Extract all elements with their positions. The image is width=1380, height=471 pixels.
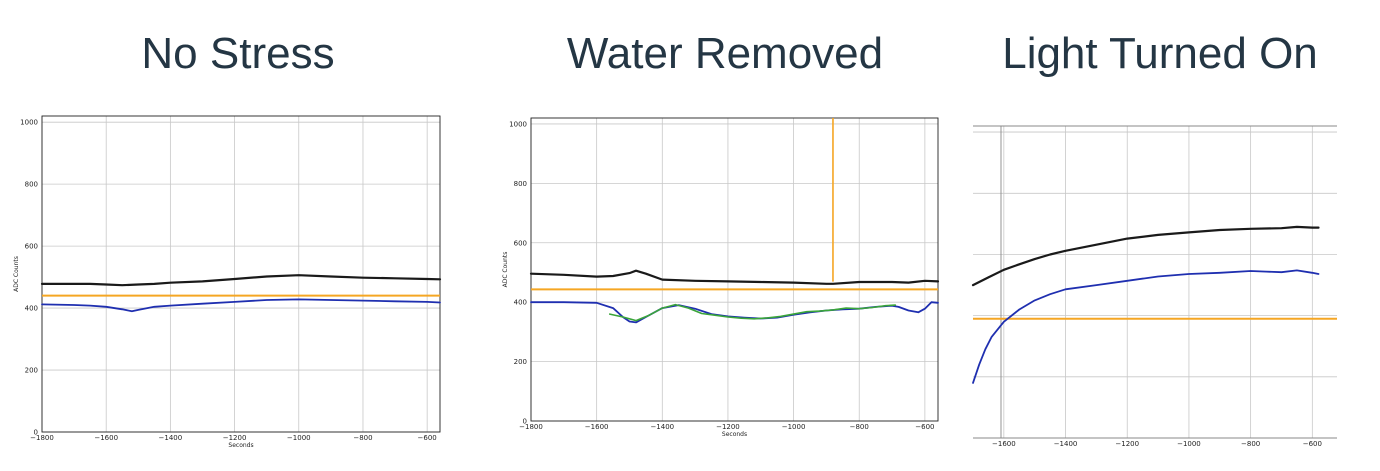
chart2-x-axis-label: Seconds	[722, 431, 747, 438]
chart-title-no-stress: No Stress	[141, 29, 335, 78]
chart1-x-tick-label: −1200	[223, 434, 247, 442]
chart1-x-tick-label: −600	[418, 434, 437, 442]
chart2-upper-signal-line	[529, 269, 940, 285]
chart1-x-tick-label: −1000	[287, 434, 311, 442]
chart2-x-tick-label: −800	[850, 423, 869, 431]
chart-title-light-turned-on: Light Turned On	[1002, 29, 1318, 78]
chart2-x-tick-label: −1600	[585, 423, 609, 431]
chart3-x-tick-label: −1000	[1177, 440, 1201, 448]
chart1-y-tick-label: 200	[25, 367, 38, 375]
chart2-noisy-signal-line	[609, 303, 897, 322]
chart1-y-tick-label: 400	[25, 305, 38, 313]
chart1-lower-signal-line	[41, 298, 441, 313]
chart2-x-tick-label: −1200	[716, 423, 740, 431]
chart1-y-tick-label: 600	[25, 243, 38, 251]
chart3-lower-signal-line	[972, 269, 1320, 384]
chart2-y-tick-label: 400	[514, 299, 527, 307]
chart1-y-tick-label: 800	[25, 181, 38, 189]
chart3-x-tick-label: −1600	[992, 440, 1016, 448]
chart1-x-tick-label: −1600	[94, 434, 118, 442]
chart1-x-tick-label: −1800	[30, 434, 54, 442]
chart1-y-tick-label: 0	[34, 429, 38, 437]
chart2-y-axis-label: ADC Counts	[502, 252, 509, 288]
chart1-y-axis-label: ADC Counts	[13, 256, 20, 292]
chart2-lower-signal-line	[530, 301, 939, 324]
chart3-x-tick-label: −800	[1241, 440, 1260, 448]
chart-title-water-removed: Water Removed	[566, 29, 884, 78]
chart2-x-tick-label: −1800	[519, 423, 543, 431]
chart1-frame	[41, 115, 441, 433]
chart2-y-tick-label: 0	[523, 418, 527, 426]
chart3-upper-signal-line	[971, 225, 1320, 287]
chart3-x-tick-label: −600	[1303, 440, 1322, 448]
chart2-frame	[530, 117, 939, 422]
chart1-upper-signal-line	[40, 274, 442, 287]
chart1-x-axis-label: Seconds	[228, 442, 253, 449]
chart1-y-tick-label: 1000	[20, 119, 38, 127]
chart2-y-tick-label: 1000	[509, 120, 527, 128]
chart2-y-tick-label: 800	[514, 180, 527, 188]
chart2-x-tick-label: −1000	[782, 423, 806, 431]
chart2-x-tick-label: −600	[915, 423, 934, 431]
chart2-x-tick-label: −1400	[650, 423, 674, 431]
chart2-y-tick-label: 600	[514, 239, 527, 247]
chart3-x-tick-label: −1200	[1115, 440, 1139, 448]
chart2-y-tick-label: 200	[514, 358, 527, 366]
chart1-x-tick-label: −1400	[159, 434, 183, 442]
chart3-x-tick-label: −1400	[1054, 440, 1078, 448]
chart1-x-tick-label: −800	[353, 434, 372, 442]
